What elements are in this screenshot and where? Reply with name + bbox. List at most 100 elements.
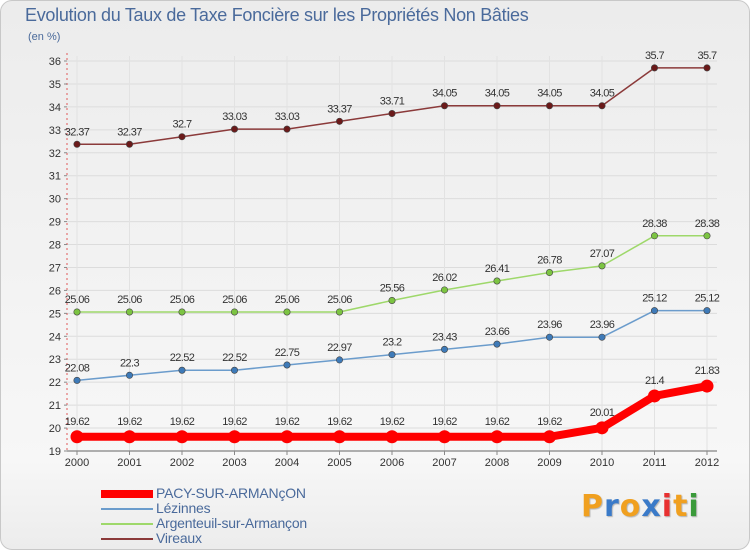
data-label: 22.97 [327,342,352,354]
data-point [493,340,501,348]
data-label: 19.62 [222,416,247,428]
x-tick-label: 2006 [380,457,404,469]
data-point [598,102,606,110]
data-point [126,140,134,148]
legend-item: Vireaux [101,530,421,546]
logo-letter: i [688,489,700,524]
logo-letter: o [619,489,642,524]
data-label: 19.62 [432,416,457,428]
logo-letter: r [604,489,620,524]
data-point [440,102,448,110]
data-point [493,102,501,110]
legend-swatch [101,538,153,540]
y-tick-label: 19 [49,446,61,458]
data-label: 34.05 [537,88,562,100]
proxiti-logo: Proxiti [581,489,700,524]
logo-letter: i [661,489,674,524]
data-label: 26.41 [485,263,510,275]
x-tick-label: 2004 [275,457,299,469]
data-label: 23.96 [590,319,615,331]
data-point [440,345,448,353]
data-point [598,333,606,341]
data-point [73,308,81,316]
data-point [231,366,239,374]
data-point [126,371,134,379]
data-point [388,297,396,305]
y-tick-label: 35 [49,79,61,91]
data-point [545,269,553,277]
data-point [126,308,134,316]
data-label: 23.66 [485,326,510,338]
y-tick-label: 28 [49,240,61,252]
data-point [648,389,661,403]
data-label: 19.62 [117,416,142,428]
data-point [595,421,609,435]
data-point [388,351,396,359]
x-tick-label: 2002 [170,457,194,469]
data-point [650,307,658,315]
data-label: 19.62 [537,416,562,428]
chart-legend: PACY-SUR-ARMANçON Lézinnes Argenteuil-sur-… [101,485,421,546]
data-point [123,430,136,444]
data-label: 23.43 [432,331,457,343]
x-tick-label: 2009 [537,457,561,469]
legend-label: PACY-SUR-ARMANçON [156,485,306,501]
data-label: 25.06 [117,294,142,306]
data-label: 26.78 [537,255,562,267]
legend-swatch [101,490,153,498]
legend-label: Lézinnes [156,500,211,516]
data-label: 32.37 [117,126,142,138]
data-label: 34.05 [485,88,510,100]
data-label: 34.05 [432,88,457,100]
data-point [333,430,346,444]
data-label: 22.08 [65,362,90,374]
data-point [178,308,186,316]
x-tick-label: 2012 [695,457,719,469]
data-label: 25.06 [327,294,352,306]
legend-swatch [101,508,153,510]
data-label: 22.52 [170,352,195,364]
data-label: 33.37 [327,103,352,115]
data-label: 26.02 [432,272,457,284]
data-point [703,307,711,315]
data-point [283,125,291,133]
data-label: 28.38 [695,218,720,230]
y-tick-label: 32 [49,148,61,160]
data-point [388,110,396,118]
y-tick-label: 25 [49,308,61,320]
data-label: 27.07 [590,248,615,260]
data-point [175,430,189,444]
y-tick-label: 33 [49,125,61,137]
logo-letter: x [641,489,662,524]
data-label: 33.03 [222,111,247,123]
data-label: 22.75 [275,347,300,359]
logo-letter: t [673,489,689,524]
data-label: 25.06 [65,294,90,306]
data-point [335,117,343,125]
x-tick-label: 2010 [590,457,614,469]
legend-swatch [101,523,153,525]
data-point [280,430,294,444]
data-point [700,379,714,393]
data-label: 25.06 [222,294,247,306]
data-label: 25.56 [380,283,405,295]
legend-item: PACY-SUR-ARMANçON [101,485,421,501]
data-label: 35.7 [697,50,716,62]
x-tick-label: 2011 [643,457,667,469]
data-label: 25.06 [275,294,300,306]
data-label: 33.03 [275,111,300,123]
y-tick-label: 27 [49,262,61,274]
data-point [543,430,556,444]
data-point [231,308,239,316]
logo-letter: P [581,489,604,524]
data-label: 23.96 [537,319,562,331]
data-label: 19.62 [380,416,405,428]
data-label: 20.01 [590,407,615,419]
y-tick-label: 24 [49,331,61,343]
y-tick-label: 23 [49,354,61,366]
y-tick-label: 36 [49,56,61,68]
data-point [650,232,658,240]
data-point [73,140,81,148]
data-point [493,277,501,285]
